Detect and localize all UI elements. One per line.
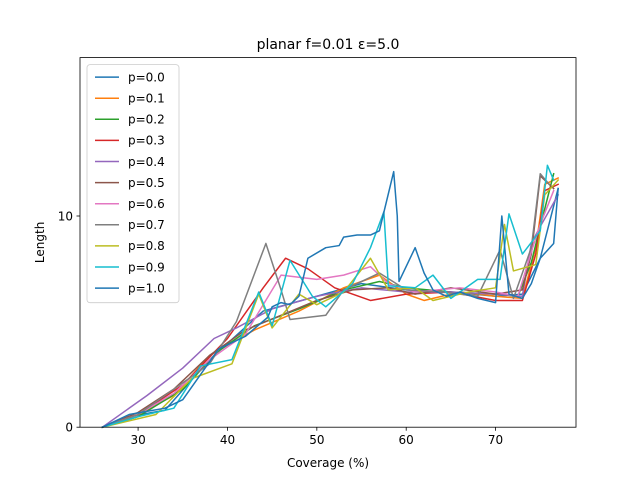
series-line-10: [101, 170, 559, 429]
legend-label: p=0.1: [128, 92, 165, 106]
x-tick-label: 30: [130, 433, 145, 447]
series-line-8: [101, 179, 560, 429]
x-axis-label: Coverage (%): [287, 456, 369, 470]
legend-label: p=0.5: [128, 176, 165, 190]
legend-label: p=0.4: [128, 155, 165, 169]
y-axis-label: Length: [33, 222, 47, 263]
y-axis-ticks: 0 10: [58, 209, 80, 435]
series-layer: [101, 164, 560, 429]
legend-label: p=0.2: [128, 113, 165, 127]
legend-label: p=0.6: [128, 197, 165, 211]
legend: p=0.0 p=0.1 p=0.2 p=0.3 p=0.4 p=0.5 p=0.6 p=0.7…: [86, 64, 180, 304]
y-tick-label: 10: [58, 209, 73, 223]
series-line-5: [101, 175, 555, 429]
legend-label: p=1.0: [128, 281, 165, 295]
y-tick-label: 0: [65, 421, 73, 435]
legend-label: p=0.0: [128, 70, 165, 84]
x-axis-ticks: 30 40 50 60 70: [130, 427, 503, 447]
legend-label: p=0.9: [128, 260, 165, 274]
legend-label: p=0.3: [128, 134, 165, 148]
x-tick-label: 70: [488, 433, 503, 447]
x-tick-label: 60: [399, 433, 414, 447]
chart-title: planar f=0.01 ε=5.0: [257, 37, 400, 53]
legend-label: p=0.8: [128, 239, 165, 253]
axes-frame: [79, 57, 577, 428]
legend-label: p=0.7: [128, 218, 165, 232]
series-line-9: [101, 164, 555, 429]
x-tick-label: 50: [309, 433, 324, 447]
series-line-3: [101, 183, 560, 429]
legend-box: [86, 64, 180, 304]
x-tick-label: 40: [220, 433, 235, 447]
